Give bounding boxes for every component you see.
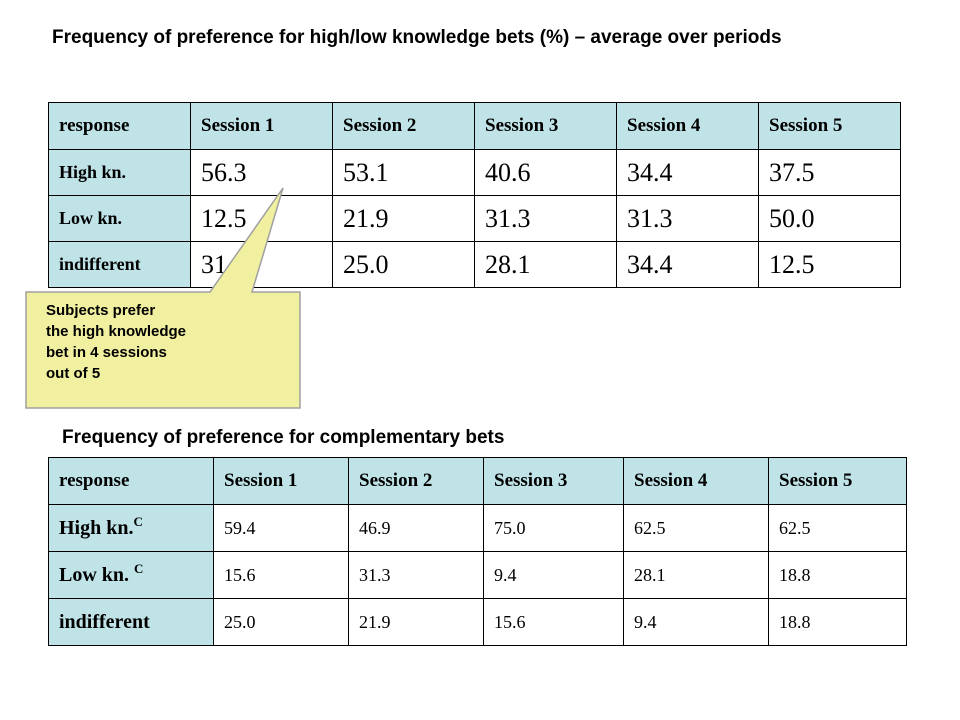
table-cell: 15.6 (483, 598, 624, 646)
table-cell: 12.5 (758, 241, 901, 288)
table-cell: 28.1 (623, 551, 769, 599)
table2-title: Frequency of preference for complementar… (62, 427, 505, 448)
callout-bubble (25, 187, 301, 409)
table-cell: 37.5 (758, 149, 901, 196)
table-cell: 31.3 (616, 195, 759, 242)
row-label: High kn.C (48, 504, 214, 552)
table-cell: 62.5 (768, 504, 907, 552)
table-header-row: response Session 1 Session 2 Session 3 S… (48, 457, 907, 505)
table-cell: 25.0 (213, 598, 349, 646)
column-header: Session 3 (474, 102, 617, 150)
row-label-text: High kn. (59, 516, 134, 539)
complementary-bets-table: response Session 1 Session 2 Session 3 S… (48, 457, 907, 646)
column-header: Session 1 (190, 102, 333, 150)
table-cell: 28.1 (474, 241, 617, 288)
table-cell: 21.9 (348, 598, 484, 646)
table-cell: 18.8 (768, 598, 907, 646)
row-label: Low kn. C (48, 551, 214, 599)
table-header-row: response Session 1 Session 2 Session 3 S… (48, 102, 901, 150)
table-cell: 75.0 (483, 504, 624, 552)
complement-superscript: C (133, 513, 143, 529)
table-row: High kn. 56.3 53.1 40.6 34.4 37.5 (48, 149, 901, 196)
table-cell: 31.3 (474, 195, 617, 242)
table-row: Low kn. 12.5 21.9 31.3 31.3 50.0 (48, 195, 901, 242)
table-row: High kn.C 59.4 46.9 75.0 62.5 62.5 (48, 504, 907, 552)
table-cell: 50.0 (758, 195, 901, 242)
table-cell: 18.8 (768, 551, 907, 599)
table-cell: 56.3 (190, 149, 333, 196)
table-row: indifferent 31.3 25.0 28.1 34.4 12.5 (48, 241, 901, 288)
table-cell: 40.6 (474, 149, 617, 196)
row-label: indifferent (48, 598, 214, 646)
table-row: indifferent 25.0 21.9 15.6 9.4 18.8 (48, 598, 907, 646)
column-header: Session 5 (768, 457, 907, 505)
table-cell: 31.3 (348, 551, 484, 599)
callout-line: bet in 4 sessions (46, 344, 167, 361)
callout-line: Subjects prefer (46, 302, 156, 319)
table-cell: 25.0 (332, 241, 475, 288)
table-cell: 9.4 (483, 551, 624, 599)
table-cell: 46.9 (348, 504, 484, 552)
row-label-text: Low kn. (59, 563, 135, 586)
table-cell: 9.4 (623, 598, 769, 646)
table-cell: 15.6 (213, 551, 349, 599)
callout-line: out of 5 (46, 365, 101, 382)
table-cell: 62.5 (623, 504, 769, 552)
callout-note: Subjects prefer the high knowledge bet i… (46, 300, 296, 384)
column-header: Session 3 (483, 457, 624, 505)
row-label: High kn. (48, 149, 191, 196)
column-header: Session 1 (213, 457, 349, 505)
high-low-knowledge-table: response Session 1 Session 2 Session 3 S… (48, 102, 901, 288)
table-cell: 59.4 (213, 504, 349, 552)
complement-superscript: C (134, 560, 144, 576)
callout-line: the high knowledge (46, 323, 187, 340)
column-header: Session 4 (616, 102, 759, 150)
row-label: indifferent (48, 241, 191, 288)
table-cell: 21.9 (332, 195, 475, 242)
table-cell: 34.4 (616, 149, 759, 196)
column-header: Session 2 (348, 457, 484, 505)
table-cell: 53.1 (332, 149, 475, 196)
column-header: Session 2 (332, 102, 475, 150)
table1-title: Frequency of preference for high/low kno… (52, 27, 782, 48)
column-header: response (48, 457, 214, 505)
row-label: Low kn. (48, 195, 191, 242)
column-header: Session 4 (623, 457, 769, 505)
table-row: Low kn. C 15.6 31.3 9.4 28.1 18.8 (48, 551, 907, 599)
